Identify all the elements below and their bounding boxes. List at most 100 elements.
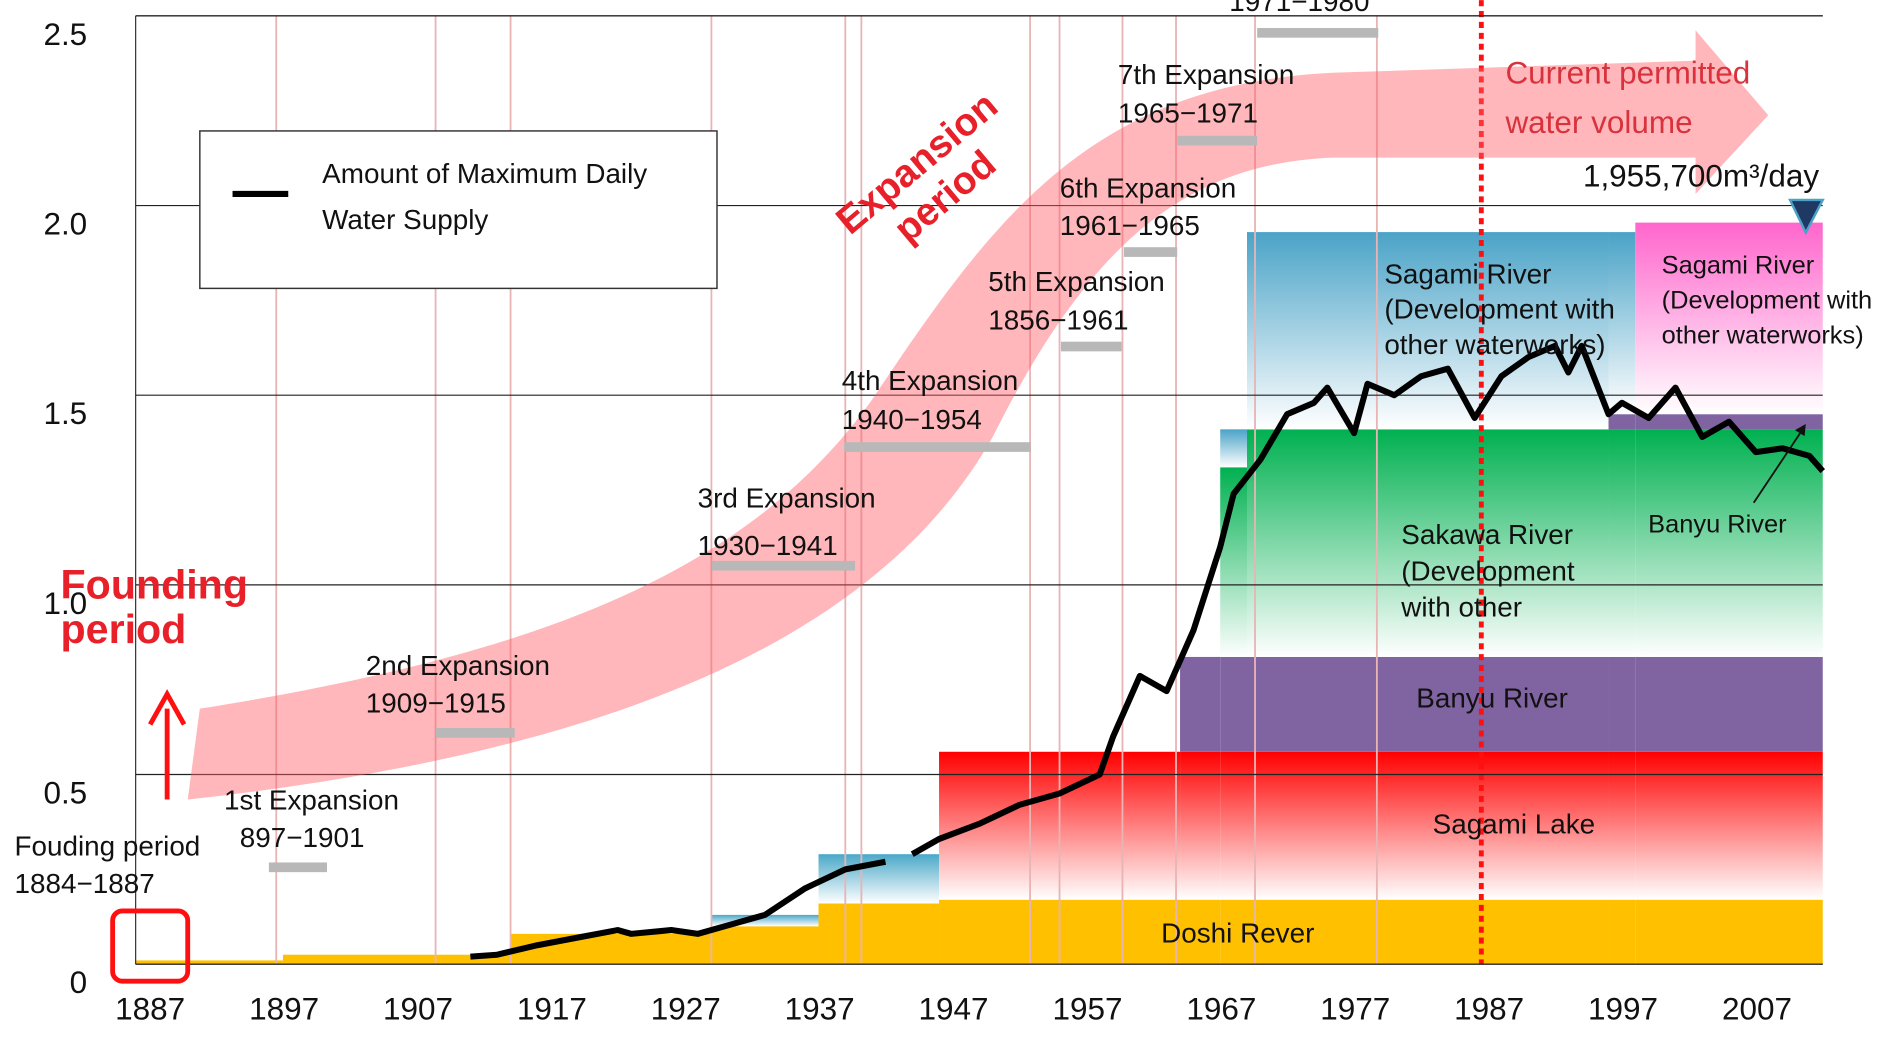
area-segment [1635, 899, 1823, 965]
legend-label-box: Amount of Maximum Daily Water Supply [322, 158, 647, 236]
expansion-title: 7th Expansion [1118, 59, 1294, 90]
y-tick-label: 2.5 [43, 17, 87, 52]
x-tick-label: 1997 [1588, 992, 1658, 1027]
area-segment [1246, 429, 1609, 657]
x-tick-label: 1957 [1052, 992, 1122, 1027]
area-label: Sakawa River [1401, 519, 1573, 550]
permitted-label: water volume [1504, 105, 1692, 140]
area-label: Sagami Lake [1433, 808, 1596, 839]
area-segment [1608, 414, 1636, 430]
expansion-title: 2nd Expansion [366, 650, 550, 681]
area-segment [1608, 232, 1636, 415]
area-label: (Development [1401, 555, 1575, 586]
area-segment [1608, 656, 1636, 752]
area-segment [1220, 656, 1247, 752]
area-segment [1180, 899, 1221, 965]
area-label: Banyu River [1648, 510, 1787, 538]
expansion-period: 1930−1941 [698, 530, 838, 561]
expansion-period: 1971−1980 [1229, 0, 1369, 17]
founding-label: period [61, 606, 187, 652]
period-bar [1060, 341, 1122, 352]
founding-note: 1884−1887 [15, 868, 155, 899]
area-segment [1246, 656, 1609, 752]
period-bar [436, 728, 515, 738]
expansion-period: 1940−1954 [842, 404, 982, 435]
x-tick-label: 1937 [785, 992, 855, 1027]
area-segment [1608, 751, 1636, 900]
founding-arrowhead [148, 689, 187, 726]
annotations: 1st Expansion 897−1901 2nd Expansion 1909−1… [224, 0, 1379, 873]
area-segment [1180, 751, 1221, 900]
x-tick-label: 1947 [919, 992, 989, 1027]
area-label: other waterworks) [1662, 322, 1864, 350]
area-segment [1608, 899, 1636, 965]
area-segment [1635, 429, 1823, 657]
area-label: (Development with [1384, 294, 1615, 325]
x-tick-label: 1967 [1186, 992, 1256, 1027]
series-line [470, 342, 1826, 960]
period-bar [1177, 135, 1258, 146]
x-tick-label: 1907 [383, 992, 453, 1027]
x-tick-label: 2007 [1722, 992, 1792, 1027]
expansion-period: 1965−1971 [1118, 98, 1258, 129]
y-tick-label: 1.5 [43, 396, 87, 431]
x-tick-label: 1927 [651, 992, 721, 1027]
growth-arrow [187, 30, 1769, 800]
x-tick-label: 1887 [115, 992, 185, 1027]
area-label: other waterworks) [1384, 329, 1605, 360]
area-segment [135, 960, 283, 965]
area-segment [1635, 222, 1823, 415]
period-bar [712, 560, 856, 571]
area-label: Sagami River [1384, 259, 1551, 290]
x-tick-label: 1987 [1454, 992, 1524, 1027]
founding-box [110, 908, 191, 984]
area-segment [1220, 899, 1247, 965]
supply-line [470, 342, 1826, 960]
expansion-period: 1961−1965 [1060, 210, 1200, 241]
axes: 2.5 2.0 1.5 1.0 0.5 0 1887 1897 1907 1917 1927 1937… [43, 15, 1823, 1027]
legend-box [199, 130, 718, 290]
area-label: Doshi Rever [1161, 917, 1314, 948]
area-labels: Doshi Rever Sagami Lake Banyu River Sakawa … [1161, 251, 1872, 948]
expansion-period: 897−1901 [240, 822, 365, 853]
permitted-label: Current permitted [1505, 56, 1750, 91]
area-segment [1220, 429, 1247, 468]
area-segment [1635, 751, 1823, 900]
founding-note: Fouding period [15, 830, 201, 861]
permitted-volume: 1,955,700m³/day [1583, 158, 1819, 193]
y-tick-label: 1.0 [43, 586, 87, 621]
expansion-period: 1856−1961 [988, 305, 1128, 336]
x-tick-label: 1897 [249, 992, 319, 1027]
area-label: (Development with [1662, 286, 1873, 314]
x-tick-label: 1917 [517, 992, 587, 1027]
area-label: Sagami River [1662, 251, 1815, 279]
founding-label: Founding [61, 561, 248, 607]
y-tick-label: 0.5 [43, 775, 87, 810]
y-tick-label: 0 [70, 965, 88, 1000]
banyu-pointer [1752, 425, 1806, 504]
area-segment [818, 903, 940, 965]
area-segment [1608, 429, 1636, 657]
area-label: Banyu River [1416, 683, 1568, 714]
area-segment [1220, 751, 1247, 900]
area-segment [510, 933, 712, 965]
period-bar [1257, 27, 1379, 38]
period-bar [1123, 247, 1178, 257]
area-segment [711, 926, 819, 965]
area-segment [1246, 899, 1609, 965]
expansion-period: 1909−1915 [366, 687, 506, 718]
area-segment [1246, 232, 1609, 430]
area-label: with other [1400, 592, 1522, 623]
expansion-title: 1st Expansion [224, 784, 399, 815]
area-segment [711, 914, 819, 927]
area-segment [1635, 656, 1823, 752]
expansion-title: 4th Expansion [842, 365, 1018, 396]
area-segment [282, 954, 511, 965]
area-segment [1246, 751, 1609, 900]
expansion-title: 3rd Expansion [698, 483, 876, 514]
x-tick-label: 1977 [1320, 992, 1390, 1027]
area-segment [1180, 656, 1221, 752]
period-bar [844, 442, 1031, 452]
